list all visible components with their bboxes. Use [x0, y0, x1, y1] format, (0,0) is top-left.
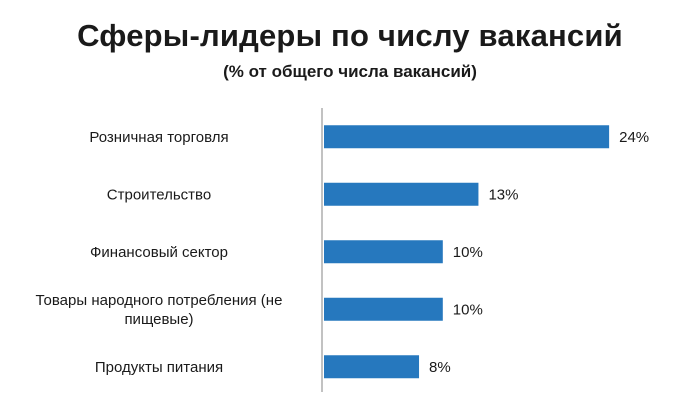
category-label-3: Финансовый сектор [90, 244, 228, 261]
bar-5 [324, 355, 420, 379]
category-label-5: Продукты питания [95, 359, 223, 376]
bar-2 [324, 182, 479, 206]
bar-3 [324, 240, 443, 264]
bars-group [324, 125, 610, 379]
category-labels: Розничная торговля Строительство Финансовы… [36, 129, 283, 376]
value-label-3: 10% [453, 244, 483, 261]
value-label-4: 10% [453, 301, 483, 318]
bar-1 [324, 125, 610, 149]
chart-subtitle: (% от общего числа вакансий) [223, 62, 477, 81]
category-label-4: Товары народного потребления (не пищевые) [36, 292, 283, 328]
value-label-2: 13% [488, 186, 518, 203]
category-label-line: пищевые) [124, 311, 193, 328]
category-label-line: Финансовый сектор [90, 244, 228, 261]
value-label-5: 8% [429, 359, 451, 376]
category-label-2: Строительство [107, 186, 211, 203]
category-label-line: Товары народного потребления (не [36, 292, 283, 309]
category-label-line: Продукты питания [95, 359, 223, 376]
bar-4 [324, 297, 443, 321]
category-label-1: Розничная торговля [89, 129, 228, 146]
chart-title: Сферы-лидеры по числу вакансий [77, 18, 623, 53]
value-label-1: 24% [619, 129, 649, 146]
category-label-line: Строительство [107, 186, 211, 203]
value-labels: 24% 13% 10% 10% 8% [429, 129, 649, 376]
category-label-line: Розничная торговля [89, 129, 228, 146]
